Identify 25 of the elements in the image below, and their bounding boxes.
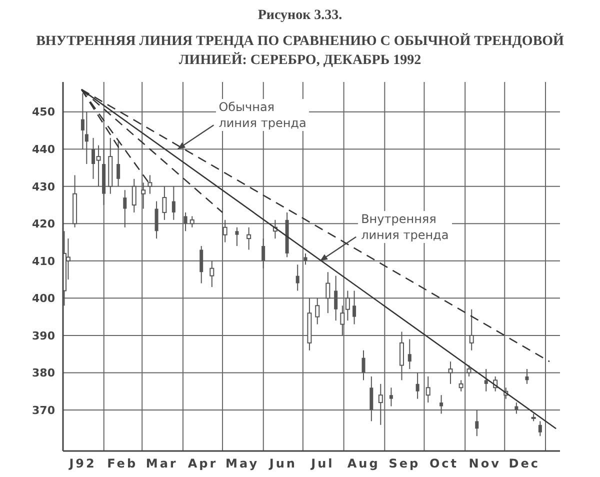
x-tick-label: J92 bbox=[68, 456, 96, 471]
x-tick-label: Apr bbox=[188, 456, 218, 471]
y-tick-label: 390 bbox=[32, 329, 56, 342]
x-tick-label: Sep bbox=[388, 456, 420, 471]
x-tick-label: Jul bbox=[310, 456, 334, 471]
y-tick-label: 410 bbox=[32, 254, 56, 268]
y-tick-label: 420 bbox=[32, 218, 56, 231]
y-tick-label: 440 bbox=[32, 142, 56, 156]
annotation: Обычная линия тренда bbox=[216, 99, 310, 132]
x-tick-label: Dec bbox=[508, 456, 540, 471]
y-tick-label: 370 bbox=[32, 404, 56, 417]
chart-subtitle: Рисунок 3.33. bbox=[256, 8, 344, 24]
x-tick-label: Jun bbox=[268, 456, 297, 471]
x-tick-label: Nov bbox=[468, 456, 501, 471]
x-tick-label: Aug bbox=[347, 456, 380, 471]
y-tick-label: 400 bbox=[32, 292, 56, 306]
x-tick-label: Feb bbox=[107, 456, 138, 471]
y-tick-label: 380 bbox=[32, 366, 56, 380]
x-tick-label: May bbox=[226, 456, 260, 471]
y-tick-label: 450 bbox=[32, 106, 56, 119]
x-tick-label: Oct bbox=[429, 456, 459, 471]
y-tick-label: 430 bbox=[32, 180, 56, 194]
chart-title: ВНУТРЕННЯЯ ЛИНИЯ ТРЕНДА ПО СРАВНЕНИЮ С ОБЫЧНОЙ ТРЕНДОВОЙ ЛИНИЕЙ: СЕРЕБРО, ДЕКАБРЬ 1992 bbox=[35, 32, 565, 70]
x-tick-label: Mar bbox=[146, 456, 178, 471]
annotation: Внутренняя линия тренда bbox=[358, 210, 452, 243]
